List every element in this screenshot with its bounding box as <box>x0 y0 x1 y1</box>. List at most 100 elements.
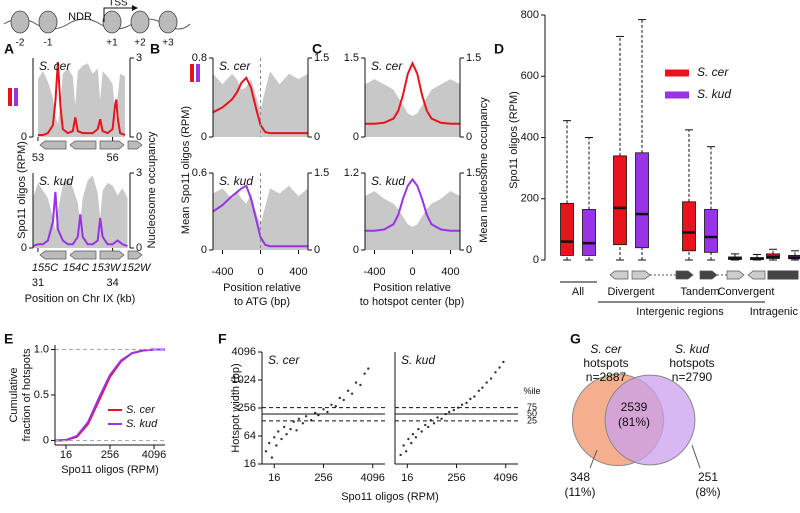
legend-bar <box>196 64 200 82</box>
gene-block <box>767 270 799 280</box>
x-axis-label: Position on Chr IX (kb) <box>25 293 136 305</box>
scatter-point <box>334 404 337 408</box>
scatter-point <box>402 444 405 447</box>
panel-label: E <box>4 331 13 347</box>
scatter-point <box>414 436 418 439</box>
gene-label: 152W <box>122 262 152 274</box>
scatter-point <box>424 423 427 427</box>
x-tick-label: 34 <box>106 277 118 289</box>
scatter-point <box>436 416 439 419</box>
scatter-point <box>448 410 451 414</box>
legend-bar <box>190 64 194 82</box>
scatter-point <box>440 417 443 420</box>
gene-arrow <box>69 250 97 260</box>
box <box>635 152 649 249</box>
y-tick-label: 0 <box>353 244 359 256</box>
y-tick-label: 0.8 <box>192 52 207 64</box>
scatter-point <box>264 450 268 453</box>
x-tick-label: 4096 <box>360 472 384 484</box>
panel-label: C <box>312 41 322 57</box>
set-subtitle: hotspots <box>669 356 714 370</box>
data-line <box>212 184 308 248</box>
scatter-point <box>295 429 298 432</box>
y2-axis-label: Mean nucleosome occupancy <box>478 97 490 243</box>
panel-label: D <box>494 41 504 57</box>
data-line <box>54 348 165 442</box>
scatter-point <box>410 441 413 445</box>
venn-set <box>604 374 696 466</box>
x-axis-label: to ATG (bp) <box>234 296 290 308</box>
tss-arrow <box>103 7 132 22</box>
set-name: S. cer <box>590 342 622 356</box>
gene-arrow <box>675 270 694 280</box>
nucleosome-label: -1 <box>44 38 53 49</box>
percentile-label: 75 <box>527 402 537 412</box>
scatter-point <box>283 425 286 429</box>
y-tick-label: 0 <box>533 254 539 266</box>
scatter-point <box>411 432 415 436</box>
gene-arrow <box>69 140 97 150</box>
nucleosomes <box>10 10 178 34</box>
scatter-point <box>367 367 370 370</box>
gene-arrow <box>609 270 629 280</box>
set-name: S. kud <box>675 342 709 356</box>
plot-title: S. cer <box>39 59 71 73</box>
category-label: Divergent <box>607 286 654 298</box>
x-tick-label: 16 <box>268 472 280 484</box>
x-axis-label: to hotspot center (bp) <box>360 296 465 308</box>
scatter-point <box>432 422 436 425</box>
x-tick-label: 256 <box>101 449 119 461</box>
box <box>704 209 718 253</box>
x-tick-label: 256 <box>447 472 465 484</box>
percentile-label: 25 <box>527 415 537 425</box>
y-axis-label: Hotspot width (bp) <box>230 363 242 452</box>
y-tick-label: 800 <box>521 9 539 21</box>
x-tick-label: 56 <box>106 152 118 164</box>
nucleosome-label: -2 <box>16 38 25 49</box>
gene-label: 153W <box>92 262 122 274</box>
x-tick-label: 0 <box>257 266 263 278</box>
scatter-point <box>489 377 493 380</box>
ndr-label: NDR <box>68 11 92 23</box>
scatter-point <box>342 398 345 402</box>
scatter-point <box>485 381 488 384</box>
y2-tick-label: 1.5 <box>314 52 329 64</box>
scatter-point <box>363 372 366 375</box>
scatter-point <box>502 360 505 364</box>
scatter-point <box>460 403 464 406</box>
y-tick-label: 16 <box>244 458 256 470</box>
legend-label: S. cer <box>126 404 156 416</box>
nucleosome <box>102 10 122 34</box>
scatter-point <box>465 401 468 405</box>
region-share: (11%) <box>564 485 595 499</box>
y-tick-label: 1.5 <box>344 52 359 64</box>
x-tick-label: 16 <box>60 449 72 461</box>
y-tick-label: 600 <box>521 70 539 82</box>
plot-title: S. cer <box>219 59 251 73</box>
data-line <box>32 191 128 248</box>
y2-axis-label: Nucleosome occupancy <box>146 131 158 248</box>
nucleosome <box>158 10 178 34</box>
tss-arrowhead <box>132 5 138 11</box>
percentile-header: %ile <box>523 386 540 396</box>
occupancy-area <box>365 191 460 250</box>
gene-arrow <box>99 140 125 150</box>
scatter-point <box>469 397 472 401</box>
panel-label: B <box>150 41 160 57</box>
y2-tick-label: 1.5 <box>466 52 481 64</box>
gene-arrow <box>631 270 651 280</box>
data-line <box>365 60 460 125</box>
occupancy-area <box>213 185 308 250</box>
scatter-point <box>350 392 354 395</box>
y-tick-label: 0 <box>21 242 27 254</box>
scatter-point <box>407 437 410 441</box>
gene-label: 155C <box>32 262 58 274</box>
y-tick-label: 0 <box>201 244 207 256</box>
region-count: 348 <box>570 470 590 484</box>
group-label: Intergenic regions <box>636 306 724 318</box>
scatter-point <box>270 456 274 459</box>
scatter-point <box>273 436 276 439</box>
x-tick-label: 400 <box>441 266 459 278</box>
gene-arrow <box>39 140 67 150</box>
gene-arrow <box>39 250 67 260</box>
